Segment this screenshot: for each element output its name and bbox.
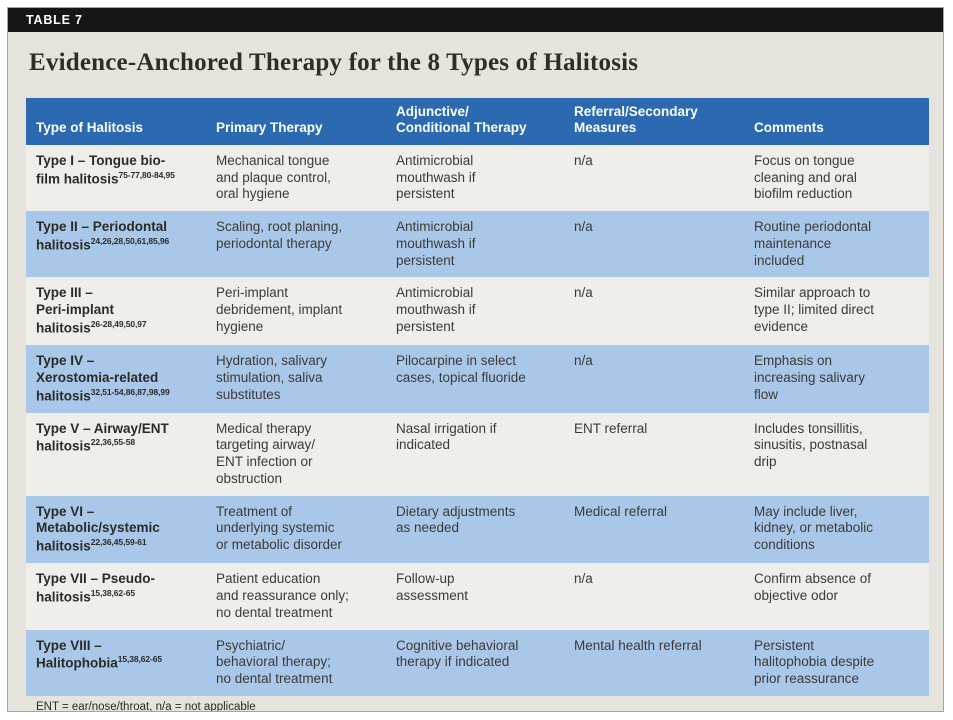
cell-type: Type VI – Metabolic/systemic halitosis22… (26, 495, 206, 564)
table-row: Type VIII – Halitophobia15,38,62-65 Psyc… (26, 629, 929, 696)
cell-referral: n/a (564, 211, 744, 278)
page-title: Evidence-Anchored Therapy for the 8 Type… (29, 49, 639, 76)
cell-referral: Mental health referral (564, 629, 744, 696)
cell-referral: ENT referral (564, 412, 744, 496)
reference-superscript: 22,36,55-58 (90, 437, 136, 448)
cell-adjunctive-therapy: Nasal irrigation if indicated (386, 412, 564, 496)
cell-primary-therapy: Medical therapy targeting airway/ ENT in… (206, 412, 386, 496)
table-row: Type VI – Metabolic/systemic halitosis22… (26, 495, 929, 564)
cell-adjunctive-therapy: Cognitive behavioral therapy if indicate… (386, 629, 564, 696)
cell-referral: n/a (564, 345, 744, 413)
cell-comments: Emphasis on increasing salivary flow (744, 345, 929, 413)
cell-comments: Persistent halitophobia despite prior re… (744, 629, 929, 696)
type-name: Type V – Airway/ENT halitosis (36, 420, 169, 454)
cell-type: Type III – Peri-implant halitosis26-28,4… (26, 277, 206, 346)
cell-adjunctive-therapy: Antimicrobial mouthwash if persistent (386, 211, 564, 278)
reference-superscript: 24,26,28,50,61,85,96 (90, 235, 170, 246)
column-header-primary: Primary Therapy (206, 98, 386, 145)
cell-referral: Medical referral (564, 495, 744, 564)
type-name: Type VII – Pseudo- halitosis (36, 571, 156, 605)
column-header-referral: Referral/Secondary Measures (564, 98, 744, 145)
reference-superscript: 75-77,80-84,95 (118, 169, 175, 180)
reference-superscript: 15,38,62-65 (90, 588, 136, 599)
table-card: TABLE 7 Evidence-Anchored Therapy for th… (7, 7, 944, 712)
type-name: Type II – Periodontal halitosis (36, 219, 168, 253)
table-row: Type II – Periodontal halitosis24,26,28,… (26, 211, 929, 278)
cell-referral: n/a (564, 277, 744, 346)
table-label-bar: TABLE 7 (8, 8, 943, 32)
cell-adjunctive-therapy: Antimicrobial mouthwash if persistent (386, 144, 564, 212)
table-row: Type I – Tongue bio- film halitosis75-77… (26, 144, 929, 212)
footnote: ENT = ear/nose/throat, n/a = not applica… (36, 700, 256, 712)
cell-adjunctive-therapy: Dietary adjustments as needed (386, 495, 564, 564)
cell-type: Type VIII – Halitophobia15,38,62-65 (26, 629, 206, 696)
therapy-table: Type of Halitosis Primary Therapy Adjunc… (26, 98, 929, 696)
table-row: Type V – Airway/ENT halitosis22,36,55-58… (26, 412, 929, 496)
cell-primary-therapy: Scaling, root planing, periodontal thera… (206, 211, 386, 278)
reference-superscript: 26-28,49,50,97 (90, 318, 147, 329)
cell-comments: Focus on tongue cleaning and oral biofil… (744, 144, 929, 212)
cell-type: Type I – Tongue bio- film halitosis75-77… (26, 144, 206, 212)
cell-comments: Includes tonsillitis, sinusitis, postnas… (744, 412, 929, 496)
cell-adjunctive-therapy: Follow-up assessment (386, 563, 564, 630)
cell-comments: Confirm absence of objective odor (744, 563, 929, 630)
cell-adjunctive-therapy: Pilocarpine in select cases, topical flu… (386, 345, 564, 413)
column-header-adjunctive: Adjunctive/ Conditional Therapy (386, 98, 564, 145)
cell-primary-therapy: Patient education and reassurance only; … (206, 563, 386, 630)
type-name: Type III – Peri-implant halitosis (36, 285, 115, 336)
reference-superscript: 15,38,62-65 (117, 654, 163, 665)
cell-type: Type IV – Xerostomia-related halitosis32… (26, 345, 206, 413)
cell-primary-therapy: Hydration, salivary stimulation, saliva … (206, 345, 386, 413)
cell-primary-therapy: Psychiatric/ behavioral therapy; no dent… (206, 629, 386, 696)
cell-primary-therapy: Treatment of underlying systemic or meta… (206, 495, 386, 564)
reference-superscript: 32,51-54,86,87,98,99 (90, 386, 170, 397)
column-header-comments: Comments (744, 98, 929, 145)
cell-type: Type II – Periodontal halitosis24,26,28,… (26, 211, 206, 278)
cell-comments: Similar approach to type II; limited dir… (744, 277, 929, 346)
reference-superscript: 22,36,45,59-61 (90, 537, 147, 548)
type-name: Type I – Tongue bio- film halitosis (36, 152, 166, 187)
header-row: Type of Halitosis Primary Therapy Adjunc… (26, 98, 929, 145)
type-name: Type VI – Metabolic/systemic halitosis (36, 503, 160, 554)
cell-primary-therapy: Mechanical tongue and plaque control, or… (206, 144, 386, 212)
cell-type: Type V – Airway/ENT halitosis22,36,55-58 (26, 412, 206, 496)
table-row: Type III – Peri-implant halitosis26-28,4… (26, 277, 929, 346)
type-name: Type IV – Xerostomia-related halitosis (36, 353, 159, 404)
table-row: Type VII – Pseudo- halitosis15,38,62-65 … (26, 563, 929, 630)
cell-type: Type VII – Pseudo- halitosis15,38,62-65 (26, 563, 206, 630)
cell-comments: Routine periodontal maintenance included (744, 211, 929, 278)
cell-primary-therapy: Peri-implant debridement, implant hygien… (206, 277, 386, 346)
table-label: TABLE 7 (26, 13, 83, 27)
cell-comments: May include liver, kidney, or metabolic … (744, 495, 929, 564)
column-header-type: Type of Halitosis (26, 98, 206, 145)
cell-referral: n/a (564, 563, 744, 630)
type-name: Type VIII – Halitophobia (36, 637, 118, 671)
cell-referral: n/a (564, 144, 744, 212)
table-row: Type IV – Xerostomia-related halitosis32… (26, 345, 929, 413)
cell-adjunctive-therapy: Antimicrobial mouthwash if persistent (386, 277, 564, 346)
